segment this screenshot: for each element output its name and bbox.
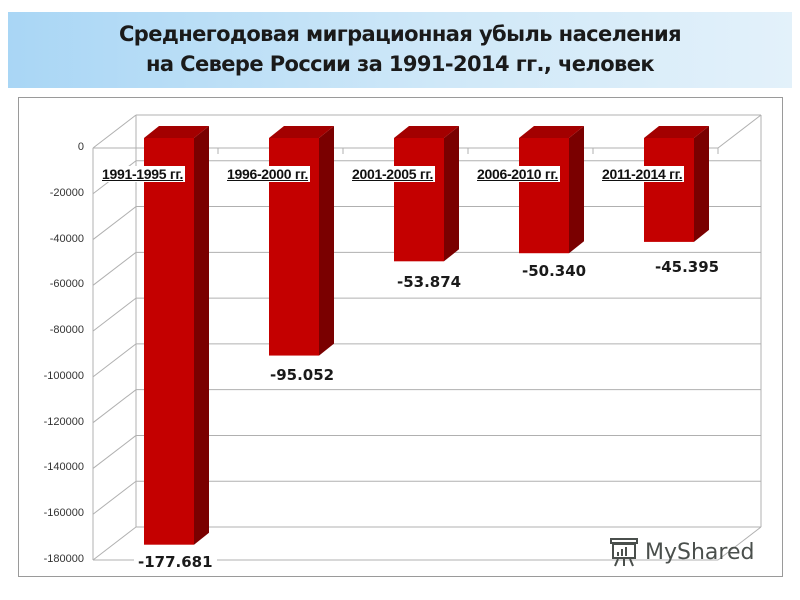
watermark-text: MyShared [645,539,755,565]
title-banner: Среднегодовая миграционная убыль населен… [8,12,792,88]
bar-series [144,126,709,545]
y-tick-label: 0 [77,141,84,153]
y-tick-label: -180000 [43,553,84,565]
category-label: 2006-2010 гг. [475,166,561,182]
bar-3 [394,126,459,262]
data-label: -53.874 [393,273,466,291]
bar-1 [144,126,209,545]
y-tick-label: -60000 [49,278,84,291]
data-label: -45.395 [651,258,724,276]
y-tick-label: -140000 [43,461,84,474]
data-label: -177.681 [134,553,217,571]
category-label: 2001-2005 гг. [350,166,436,182]
category-label: 1991-1995 гг. [100,166,186,182]
bar-5 [644,126,709,242]
chart-title-line-1: Среднегодовая миграционная убыль населен… [118,22,682,46]
y-tick-label: -100000 [43,369,84,382]
chart-title-line-2: на Севере России за 1991-2014 гг., челов… [145,52,655,76]
y-tick-label: -160000 [43,507,84,520]
y-tick-label: -80000 [49,324,84,337]
data-label: -50.340 [518,262,591,280]
watermark: MyShared [607,535,754,569]
y-tick-label: -40000 [49,232,84,245]
bar-2 [269,126,334,356]
data-label: -95.052 [266,366,339,384]
bar-4 [519,126,584,254]
y-tick-label: -20000 [49,186,84,199]
category-label: 1996-2000 гг. [225,166,311,182]
category-label: 2011-2014 гг. [600,166,685,182]
y-tick-label: -120000 [43,415,84,428]
presentation-board-icon [610,538,638,567]
